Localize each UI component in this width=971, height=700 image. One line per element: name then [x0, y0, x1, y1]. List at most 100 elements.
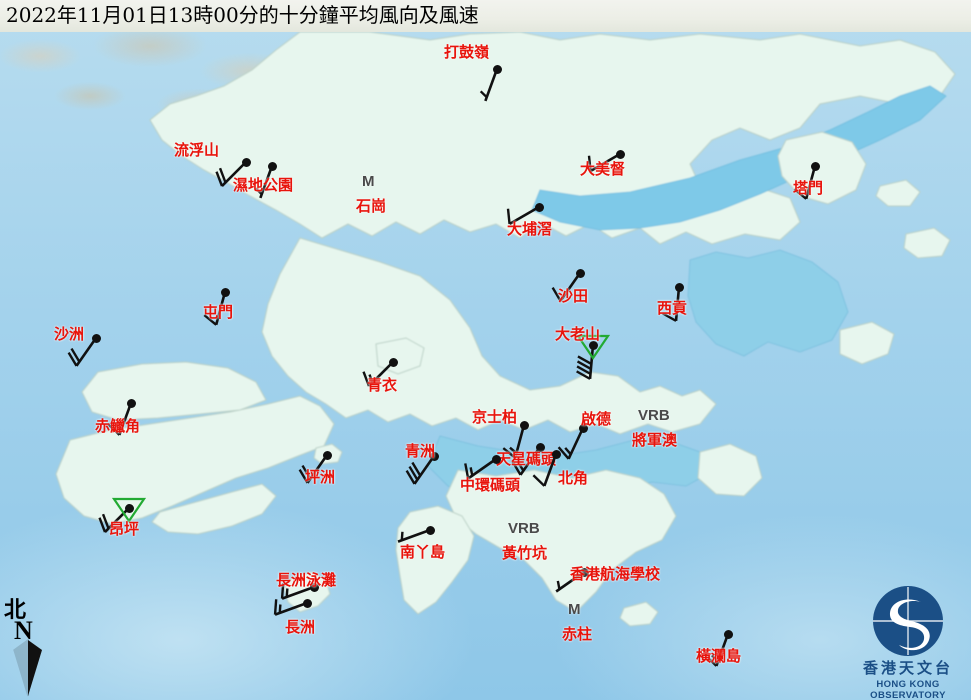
wind-barb-icon	[575, 334, 611, 380]
station-label: 塔門	[793, 179, 824, 197]
land-ne-islet-b	[903, 227, 951, 259]
station-label: 青洲	[405, 442, 436, 460]
station-label: 長洲泳灘	[276, 571, 337, 589]
station-label: 啟德	[581, 410, 612, 428]
station-label: 西貢	[657, 299, 688, 317]
compass-needle-icon	[13, 638, 42, 697]
sea-tolo-harbour	[531, 85, 947, 231]
station-status-code: M	[362, 173, 375, 190]
wind-barb-icon	[502, 424, 526, 459]
station-label: 濕地公園	[233, 176, 294, 194]
station-marker-dot	[616, 150, 625, 159]
hko-logo: 香港天文台 HONG KONG OBSERVATORY	[845, 585, 971, 700]
station-status-code: M	[568, 601, 581, 618]
station-marker-dot	[323, 451, 332, 460]
wind-barb-icon	[98, 497, 147, 533]
station-label: 香港航海學校	[570, 565, 661, 583]
station-label: 長洲	[285, 618, 316, 636]
land-kowloon	[261, 237, 717, 435]
title-bar: 2022年11月01日13時00分的十分鐘平均風向及風速	[0, 0, 971, 32]
station-label: 赤柱	[562, 625, 593, 643]
hko-logo-cn: 香港天文台	[862, 659, 953, 677]
station-label: 沙田	[558, 287, 589, 305]
wind-barb-icon	[551, 272, 582, 302]
page-title: 2022年11月01日13時00分的十分鐘平均風向及風速	[6, 3, 479, 27]
station-label: 天星碼頭	[496, 450, 557, 468]
station-marker-dot	[92, 334, 101, 343]
station-label: 青衣	[367, 376, 398, 394]
wind-barb-icon	[511, 446, 542, 476]
wind-barb-icon	[532, 453, 558, 487]
station-marker-dot	[535, 203, 544, 212]
station-label: 北角	[558, 469, 589, 487]
station-marker-dot	[310, 583, 319, 592]
land-tsing-yi	[375, 337, 425, 375]
station-marker-dot	[520, 421, 529, 430]
station-label: 大埔滘	[507, 220, 553, 238]
station-label: 黃竹坑	[502, 544, 548, 562]
station-status-code: VRB	[508, 520, 540, 537]
land-ne-islet-a	[875, 179, 921, 207]
station-label: 流浮山	[174, 141, 220, 159]
station-marker-dot	[242, 158, 251, 167]
sea-sai-kung	[687, 249, 849, 357]
land-clearwater-bay	[697, 443, 763, 497]
wind-barb-icon	[479, 68, 499, 102]
wind-barb-icon	[555, 570, 585, 593]
wind-barb-icon	[67, 337, 98, 367]
land-lamma	[395, 505, 475, 615]
wind-barb-icon	[203, 291, 227, 326]
station-label: 大老山	[555, 325, 601, 343]
land-tap-mun	[777, 131, 867, 205]
station-label: 將軍澳	[632, 431, 678, 449]
wind-barb-icon	[464, 457, 497, 480]
station-marker-dot	[430, 452, 439, 461]
station-marker-dot	[579, 424, 588, 433]
hko-emblem-icon	[873, 586, 943, 656]
wind-barb-icon	[273, 599, 308, 616]
station-marker-dot	[492, 455, 501, 464]
land-southern-islets	[619, 601, 659, 627]
wind-barb-icon	[280, 583, 315, 600]
station-marker-dot	[552, 450, 561, 459]
station-label: 赤鱲角	[95, 417, 141, 435]
gust-triangle-icon	[111, 497, 147, 523]
compass-label-en: N	[14, 616, 33, 645]
station-label: 橫瀾島	[696, 647, 742, 665]
station-marker-dot	[125, 504, 134, 513]
wind-barb-icon	[298, 454, 329, 484]
station-label: 坪洲	[305, 468, 336, 486]
wind-barb-icon	[704, 633, 730, 667]
wind-barb-icon	[662, 286, 681, 322]
station-marker-dot	[493, 65, 502, 74]
station-marker-dot	[811, 162, 820, 171]
station-label: 中環碼頭	[460, 476, 521, 494]
station-marker-dot	[426, 526, 435, 535]
station-label: 石崗	[356, 197, 387, 215]
station-marker-dot	[536, 443, 545, 452]
station-label: 打鼓嶺	[444, 43, 490, 61]
station-label: 屯門	[203, 303, 234, 321]
station-marker-dot	[268, 162, 277, 171]
wind-barb-icon	[254, 165, 274, 199]
wind-barb-icon	[333, 153, 443, 263]
station-label: 昂坪	[109, 520, 140, 538]
station-marker-dot	[576, 269, 585, 278]
station-marker-dot	[589, 341, 598, 350]
compass-rose: 北 N	[4, 592, 60, 700]
station-marker-dot	[221, 288, 230, 297]
land-cheung-chau	[283, 571, 331, 613]
gust-triangle-icon	[575, 334, 611, 360]
station-label: 沙洲	[54, 325, 85, 343]
land-lantau-south-lobe	[151, 483, 277, 535]
station-status-code: VRB	[638, 407, 670, 424]
station-marker-dot	[303, 599, 312, 608]
wind-barb-icon	[215, 161, 247, 187]
station-marker-dot	[724, 630, 733, 639]
station-marker-dot	[675, 283, 684, 292]
wind-barb-icon	[107, 402, 133, 436]
compass-label-cn: 北	[4, 597, 27, 623]
wind-barb-icon	[587, 152, 621, 173]
wind-barb-icon	[405, 455, 436, 485]
station-marker-dot	[580, 568, 589, 577]
